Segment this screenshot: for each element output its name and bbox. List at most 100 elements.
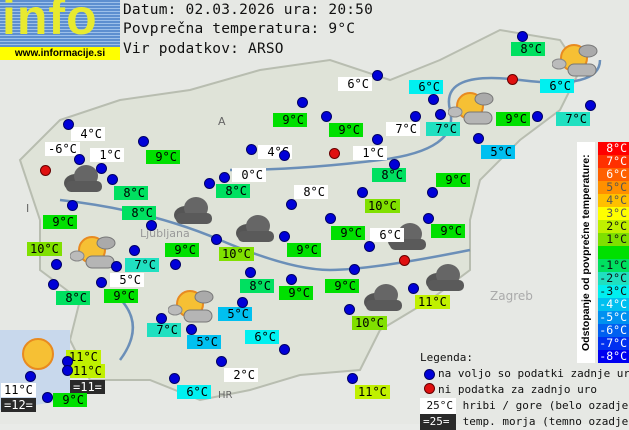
scale-step: 6°C [598,168,629,181]
temperature-label: 6°C [245,330,279,344]
partly-cloudy-icon [167,288,214,328]
station-dot[interactable] [321,111,332,122]
station-dot[interactable] [279,231,290,242]
station-dot-no-data[interactable] [40,165,51,176]
average-temperature: Povprečna temperatura: 9°C [123,21,356,37]
station-dot[interactable] [62,365,73,376]
mountain-sample: 25°C [420,398,456,414]
temperature-label: 0°C [232,168,266,182]
station-dot[interactable] [325,213,336,224]
station-dot[interactable] [372,70,383,81]
station-dot-no-data[interactable] [399,255,410,266]
temperature-label: 9°C [331,226,365,240]
logo[interactable]: info www.informacije.si [0,0,120,60]
station-dot[interactable] [286,199,297,210]
station-dot[interactable] [408,283,419,294]
station-dot[interactable] [279,344,290,355]
station-dot[interactable] [216,356,227,367]
station-dot[interactable] [48,279,59,290]
station-dot[interactable] [357,187,368,198]
station-dot[interactable] [111,261,122,272]
temperature-label: 7°C [147,323,181,337]
station-dot[interactable] [42,392,53,403]
scale-step: -5°C [598,310,629,324]
station-dot[interactable] [51,259,62,270]
station-dot[interactable] [219,172,230,183]
station-dot[interactable] [245,267,256,278]
temperature-label: 6°C [338,77,372,91]
temperature-label: 9°C [496,112,530,126]
logo-text: info [2,0,98,45]
station-dot[interactable] [156,313,167,324]
temperature-label: -6°C [45,142,80,156]
station-dot[interactable] [96,163,107,174]
temperature-label: 9°C [325,279,359,293]
station-dot[interactable] [410,111,421,122]
temperature-label: 5°C [481,145,515,159]
temperature-label: 9°C [329,123,363,137]
station-dot-no-data[interactable] [507,74,518,85]
station-dot[interactable] [129,245,140,256]
station-dot[interactable] [107,174,118,185]
station-dot[interactable] [286,274,297,285]
station-dot[interactable] [279,150,290,161]
station-dot[interactable] [204,178,215,189]
temperature-label: 8°C [511,42,545,56]
station-dot[interactable] [344,304,355,315]
station-dot-no-data[interactable] [329,148,340,159]
station-dot[interactable] [517,31,528,42]
station-dot[interactable] [186,324,197,335]
logo-url[interactable]: www.informacije.si [0,47,120,60]
station-dot[interactable] [169,373,180,384]
partly-cloudy-icon [69,234,116,274]
station-dot[interactable] [372,134,383,145]
station-dot[interactable] [435,109,446,120]
station-dot[interactable] [532,111,543,122]
station-dot[interactable] [138,136,149,147]
station-dot[interactable] [74,154,85,165]
temperature-label: 8°C [122,206,156,220]
temperature-label: 8°C [56,291,90,305]
station-dot[interactable] [428,94,439,105]
scale-step: -1°C [598,258,629,272]
temperature-label: 5°C [218,307,252,321]
station-dot[interactable] [349,264,360,275]
station-dot[interactable] [297,97,308,108]
legend: Legenda: na voljo so podatki zadnje ure … [420,350,629,430]
temperature-label: 8°C [294,185,328,199]
station-dot[interactable] [25,371,36,382]
station-dot[interactable] [423,213,434,224]
red-dot-icon [424,383,435,394]
station-dot[interactable] [211,234,222,245]
station-dot[interactable] [246,144,257,155]
station-dot[interactable] [96,277,107,288]
station-dot[interactable] [146,220,157,231]
legend-title: Legenda: [420,351,473,364]
temperature-label: 9°C [436,173,470,187]
temperature-label: 9°C [104,289,138,303]
station-dot[interactable] [67,200,78,211]
scale-step: 8°C [598,142,629,155]
scale-step: 7°C [598,155,629,168]
temperature-label: 10°C [365,199,400,213]
scale-step: -3°C [598,284,629,298]
temperature-label: =12= [1,398,36,412]
map-label: HR [218,390,233,401]
station-dot[interactable] [585,100,596,111]
station-dot[interactable] [170,259,181,270]
temperature-label: 9°C [279,286,313,300]
station-dot[interactable] [427,187,438,198]
temperature-label: 6°C [370,228,404,242]
station-dot[interactable] [473,133,484,144]
station-dot[interactable] [364,241,375,252]
scale-step: 1°C [598,233,629,246]
station-dot[interactable] [389,159,400,170]
station-dot[interactable] [237,297,248,308]
temperature-label: 5°C [110,273,144,287]
station-dot[interactable] [63,119,74,130]
temperature-label: 1°C [353,146,387,160]
scale-step: 3°C [598,207,629,220]
map-label: I [26,202,29,215]
station-dot[interactable] [347,373,358,384]
temperature-label: 11°C [1,383,36,397]
